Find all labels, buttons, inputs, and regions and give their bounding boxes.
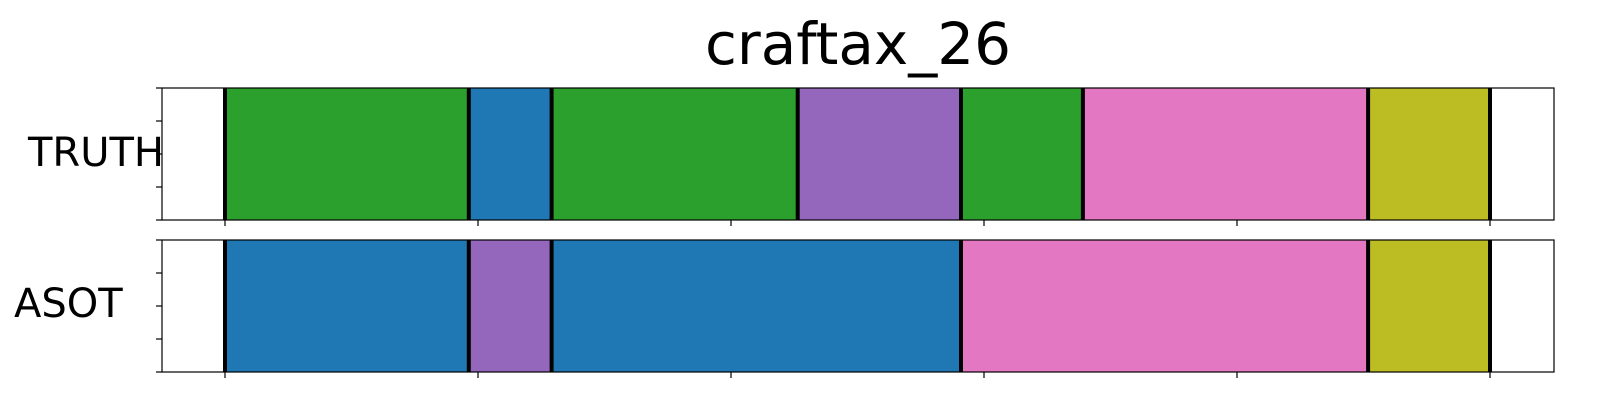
row-label-truth: TRUTH bbox=[27, 130, 164, 176]
segment-truth-3 bbox=[551, 88, 798, 220]
segment-asot-5 bbox=[1368, 240, 1490, 372]
segment-asot-3 bbox=[551, 240, 961, 372]
segment-truth-7 bbox=[1368, 88, 1490, 220]
segment-truth-4 bbox=[797, 88, 961, 220]
segment-truth-1 bbox=[225, 88, 469, 220]
segment-asot-4 bbox=[961, 240, 1369, 372]
row-asot: ASOT bbox=[14, 239, 1555, 378]
segment-truth-6 bbox=[1082, 88, 1369, 220]
segment-asot-1 bbox=[225, 240, 469, 372]
row-truth: TRUTH bbox=[27, 87, 1555, 226]
segment-truth-2 bbox=[468, 88, 552, 220]
segment-asot-2 bbox=[468, 240, 552, 372]
rows-layer: TRUTH ASOT bbox=[14, 87, 1555, 378]
chart-title: craftax_26 bbox=[705, 10, 1011, 78]
segment-truth-5 bbox=[961, 88, 1083, 220]
row-label-asot: ASOT bbox=[14, 281, 123, 327]
